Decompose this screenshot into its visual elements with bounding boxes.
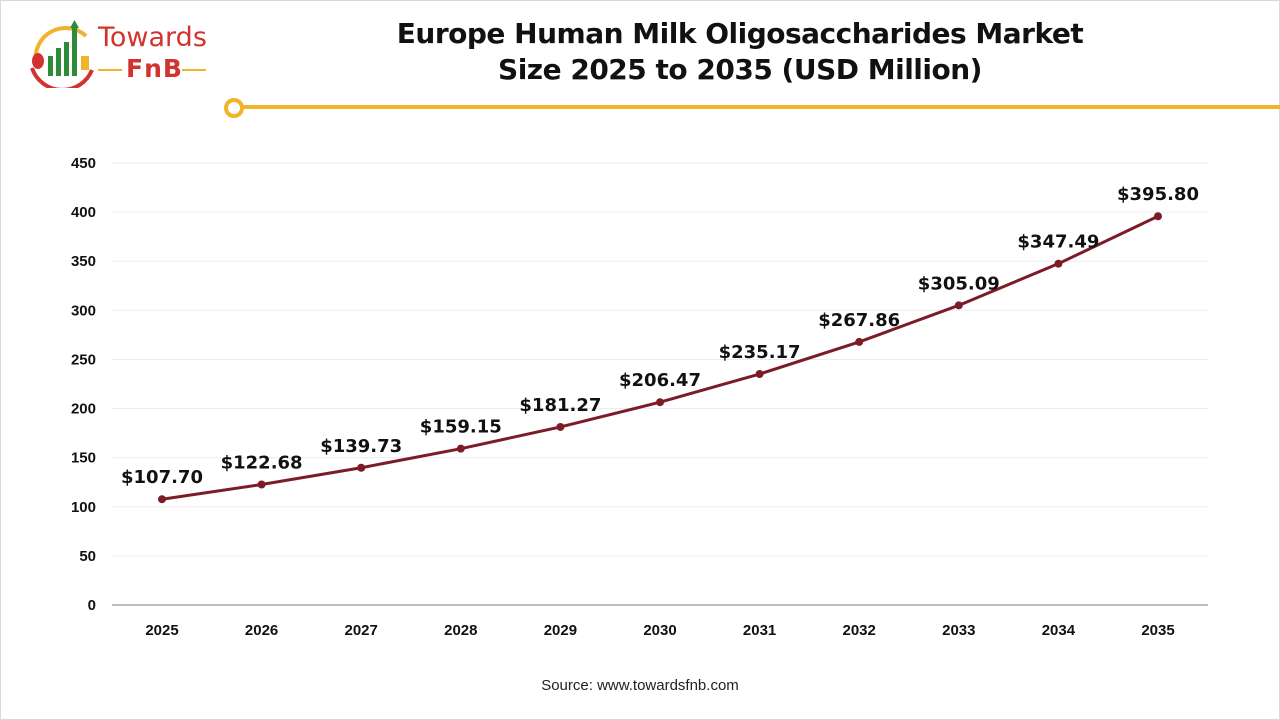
x-tick-label: 2025 (145, 622, 178, 639)
data-label: $347.49 (1017, 232, 1099, 253)
y-tick-label: 300 (71, 302, 96, 319)
data-label: $122.68 (221, 453, 303, 474)
y-tick-label: 350 (71, 253, 96, 270)
data-label: $107.70 (121, 467, 203, 488)
data-point (1054, 259, 1063, 268)
x-tick-label: 2026 (245, 622, 278, 639)
towards-fnb-logo: Towards FnB (26, 18, 216, 92)
data-label: $395.80 (1117, 184, 1199, 205)
x-tick-label: 2035 (1141, 622, 1174, 639)
data-point (656, 398, 664, 407)
data-point (556, 422, 565, 431)
data-point (456, 444, 465, 453)
data-label: $159.15 (420, 417, 502, 438)
y-tick-label: 450 (71, 155, 96, 172)
x-tick-label: 2033 (942, 622, 975, 639)
x-tick-label: 2032 (843, 622, 876, 639)
data-point (954, 301, 963, 310)
source-note: Source: www.towardsfnb.com (541, 677, 739, 694)
chart-title-line-2: Size 2025 to 2035 (USD Million) (498, 53, 982, 86)
series-line (161, 214, 1159, 501)
data-point (1154, 212, 1162, 221)
title-rule (242, 105, 1280, 109)
x-tick-label: 2030 (643, 622, 676, 639)
data-point (158, 495, 166, 504)
y-tick-label: 250 (71, 351, 96, 368)
data-label: $235.17 (719, 342, 801, 363)
y-tick-label: 400 (71, 204, 96, 221)
data-label: $139.73 (320, 436, 402, 457)
y-tick-label: 150 (71, 450, 96, 467)
data-label: $181.27 (519, 395, 601, 416)
y-tick-label: 200 (71, 401, 96, 418)
x-tick-label: 2034 (1042, 622, 1076, 639)
data-point (855, 337, 864, 346)
chart-title-line-1: Europe Human Milk Oligosaccharides Marke… (396, 17, 1084, 50)
x-tick-label: 2031 (743, 622, 776, 639)
y-tick-label: 50 (79, 548, 96, 565)
x-tick-label: 2028 (444, 622, 477, 639)
chart-title: Europe Human Milk Oligosaccharides Marke… (360, 16, 1120, 88)
data-point (357, 463, 366, 472)
data-label: $206.47 (619, 370, 701, 391)
y-tick-label: 0 (88, 597, 96, 614)
logo-text-fnb: FnB (126, 54, 183, 83)
logo-icon (30, 20, 94, 92)
data-point (755, 370, 764, 379)
x-tick-label: 2027 (345, 622, 378, 639)
logo-text-towards: Towards (98, 22, 207, 53)
data-label: $267.86 (818, 310, 900, 331)
y-tick-label: 100 (71, 499, 96, 516)
data-point (257, 480, 266, 489)
data-label: $305.09 (918, 273, 1000, 294)
x-tick-label: 2029 (544, 622, 577, 639)
